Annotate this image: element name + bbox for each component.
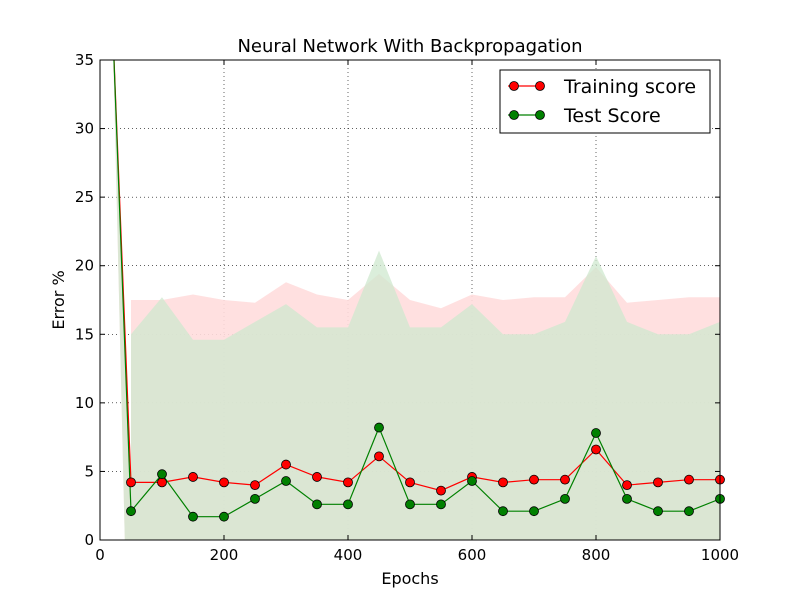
data-point-test: [343, 499, 353, 510]
y-tick-label: 0: [84, 531, 94, 549]
x-tick-label: 200: [210, 546, 239, 564]
y-tick-label: 10: [75, 394, 94, 412]
data-point-test: [467, 476, 477, 486]
confidence-band-test: [113, 60, 720, 540]
data-point-training: [529, 474, 539, 485]
data-point-test: [312, 499, 322, 510]
data-point-training: [250, 480, 260, 491]
legend-label-test: Test Score: [563, 105, 661, 127]
data-point-test: [157, 469, 167, 480]
data-point-training: [405, 477, 415, 488]
data-point-training: [560, 474, 570, 485]
x-tick-label: 600: [458, 546, 487, 564]
y-ticks: 0 5 10 15 20 25 30 35: [75, 51, 720, 549]
data-point-training: [684, 474, 694, 485]
data-point-training: [219, 477, 229, 488]
y-tick-label: 15: [75, 325, 94, 343]
data-point-test: [436, 499, 446, 510]
chart-title: Neural Network With Backpropagation: [237, 36, 582, 57]
data-point-test: [684, 506, 694, 517]
data-point-test: [498, 506, 508, 517]
y-tick-label: 20: [75, 257, 94, 275]
data-point-training: [591, 444, 601, 455]
x-tick-label: 0: [95, 546, 105, 564]
y-tick-label: 35: [75, 51, 94, 69]
data-point-training: [436, 485, 446, 496]
data-point-training: [498, 477, 508, 488]
legend-marker-test: [509, 110, 519, 120]
data-point-training: [188, 472, 198, 482]
data-point-test: [281, 476, 291, 486]
data-point-training: [343, 477, 353, 488]
legend-label-training: Training score: [563, 76, 696, 98]
data-point-test: [374, 422, 384, 433]
y-axis-label: Error %: [49, 270, 68, 329]
data-point-test: [560, 493, 570, 504]
data-point-training: [374, 451, 384, 462]
x-tick-label: 1000: [701, 546, 739, 564]
y-tick-label: 5: [84, 462, 94, 480]
data-point-training: [126, 477, 136, 488]
y-tick-label: 25: [75, 188, 94, 206]
data-point-test: [591, 428, 601, 438]
data-point-test: [622, 493, 632, 504]
data-point-test: [188, 511, 198, 522]
data-point-training: [157, 477, 167, 488]
data-point-test: [405, 499, 415, 510]
legend: Training score Test Score: [499, 69, 711, 134]
legend-marker-training-end: [535, 81, 545, 91]
data-point-training: [312, 472, 322, 482]
x-ticks: 0 200 400 600 800 1000: [95, 60, 739, 564]
data-point-test: [126, 506, 136, 517]
data-point-training: [281, 459, 291, 470]
data-point-training: [653, 477, 663, 488]
legend-marker-training: [509, 81, 519, 91]
confidence-bands: [113, 60, 720, 540]
data-point-test: [219, 511, 229, 522]
y-tick-label: 30: [75, 120, 94, 138]
x-axis-label: Epochs: [381, 569, 438, 588]
data-point-test: [653, 506, 663, 517]
x-tick-label: 400: [334, 546, 363, 564]
data-point-test: [529, 506, 539, 517]
x-tick-label: 800: [582, 546, 611, 564]
data-point-test: [250, 493, 260, 504]
data-point-training: [622, 480, 632, 491]
legend-marker-test-end: [535, 110, 545, 120]
plot-frame: [99, 59, 721, 541]
legend-box: [499, 69, 711, 134]
